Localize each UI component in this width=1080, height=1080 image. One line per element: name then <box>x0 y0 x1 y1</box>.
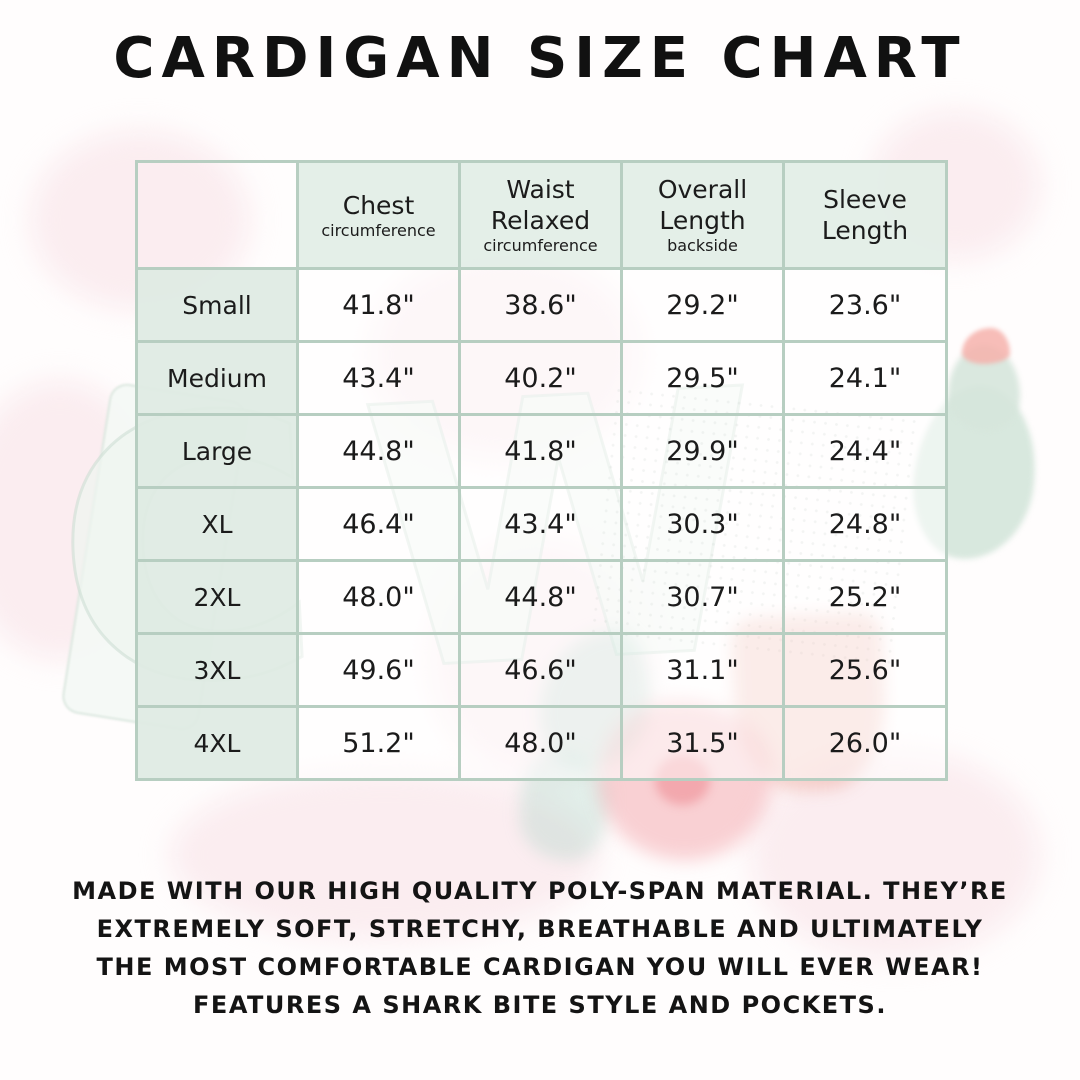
measurement-value: 23.6" <box>782 267 948 343</box>
column-sublabel: circumference <box>483 236 598 255</box>
column-sublabel: circumference <box>321 220 436 240</box>
measurement-value: 40.2" <box>458 340 623 416</box>
size-label: 4XL <box>135 705 299 781</box>
table-header-row: Chest circumference Waist Relaxed circum… <box>135 160 948 270</box>
watermark-pink-blob <box>170 770 600 940</box>
measurement-value: 41.8" <box>296 267 461 343</box>
table-row: 2XL 48.0" 44.8" 30.7" 25.2" <box>135 559 948 635</box>
column-sublabel: backside <box>667 236 738 255</box>
measurement-value: 43.4" <box>458 486 623 562</box>
measurement-value: 31.5" <box>620 705 785 781</box>
column-label: Relaxed <box>490 206 591 235</box>
description-line: EXTREMELY SOFT, STRETCHY, BREATHABLE AND… <box>96 915 984 943</box>
column-label: Chest <box>342 190 415 220</box>
page-title: CARDIGAN SIZE CHART <box>113 26 967 91</box>
table-corner-cell <box>135 160 299 270</box>
column-header-chest: Chest circumference <box>296 160 461 270</box>
table-row: Large 44.8" 41.8" 29.9" 24.4" <box>135 413 948 489</box>
measurement-value: 29.2" <box>620 267 785 343</box>
column-header-waist: Waist Relaxed circumference <box>458 160 623 270</box>
table-row: Medium 43.4" 40.2" 29.5" 24.1" <box>135 340 948 416</box>
measurement-value: 46.6" <box>458 632 623 708</box>
measurement-value: 24.4" <box>782 413 948 489</box>
size-label: Medium <box>135 340 299 416</box>
table-row: 3XL 49.6" 46.6" 31.1" 25.6" <box>135 632 948 708</box>
measurement-value: 25.2" <box>782 559 948 635</box>
measurement-value: 41.8" <box>458 413 623 489</box>
measurement-value: 26.0" <box>782 705 948 781</box>
size-label: 2XL <box>135 559 299 635</box>
measurement-value: 51.2" <box>296 705 461 781</box>
measurement-value: 24.1" <box>782 340 948 416</box>
measurement-value: 48.0" <box>458 705 623 781</box>
measurement-value: 31.1" <box>620 632 785 708</box>
description-line: FEATURES A SHARK BITE STYLE AND POCKETS. <box>193 991 887 1019</box>
measurement-value: 29.9" <box>620 413 785 489</box>
measurement-value: 30.7" <box>620 559 785 635</box>
size-label: XL <box>135 486 299 562</box>
measurement-value: 24.8" <box>782 486 948 562</box>
column-label: Length <box>821 216 909 245</box>
size-label: 3XL <box>135 632 299 708</box>
table-row: 4XL 51.2" 48.0" 31.5" 26.0" <box>135 705 948 781</box>
size-label: Small <box>135 267 299 343</box>
column-label: Waist <box>506 175 575 204</box>
measurement-value: 30.3" <box>620 486 785 562</box>
measurement-value: 46.4" <box>296 486 461 562</box>
measurement-value: 43.4" <box>296 340 461 416</box>
measurement-value: 49.6" <box>296 632 461 708</box>
description-line: THE MOST COMFORTABLE CARDIGAN YOU WILL E… <box>96 953 984 981</box>
product-description: MADE WITH OUR HIGH QUALITY POLY-SPAN MAT… <box>0 872 1080 1024</box>
size-label: Large <box>135 413 299 489</box>
measurement-value: 29.5" <box>620 340 785 416</box>
measurement-value: 44.8" <box>458 559 623 635</box>
column-label: Overall <box>657 175 748 204</box>
table-row: XL 46.4" 43.4" 30.3" 24.8" <box>135 486 948 562</box>
measurement-value: 44.8" <box>296 413 461 489</box>
measurement-value: 38.6" <box>458 267 623 343</box>
table-row: Small 41.8" 38.6" 29.2" 23.6" <box>135 267 948 343</box>
size-chart-table: Chest circumference Waist Relaxed circum… <box>135 160 948 781</box>
watermark-pink-blob <box>750 750 1040 960</box>
measurement-value: 48.0" <box>296 559 461 635</box>
description-line: MADE WITH OUR HIGH QUALITY POLY-SPAN MAT… <box>72 877 1008 905</box>
column-header-sleeve-length: Sleeve Length <box>782 160 948 270</box>
cactus-flower-watermark <box>962 328 1010 364</box>
column-label: Length <box>659 206 746 235</box>
column-label: Sleeve <box>823 185 907 214</box>
measurement-value: 25.6" <box>782 632 948 708</box>
column-header-overall-length: Overall Length backside <box>620 160 785 270</box>
